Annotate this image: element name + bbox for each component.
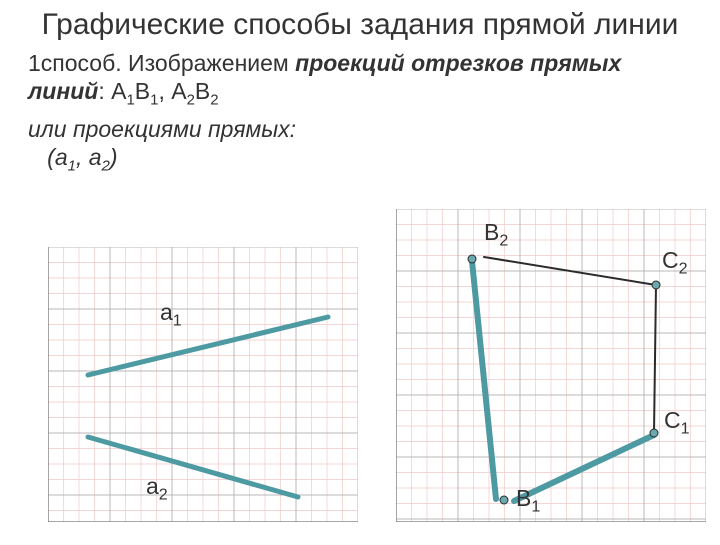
label-C1: С1	[664, 407, 690, 439]
plots-area: а1 а2 В2 С2 С1 В1	[16, 165, 704, 545]
sub-2b: 2	[210, 92, 218, 109]
or-text: или проекциями прямых:	[28, 116, 296, 142]
method-text-1: 1способ. Изображением	[28, 50, 295, 76]
label-C2: С2	[662, 247, 688, 279]
right-plot: В2 С2 С1 В1	[396, 209, 706, 522]
method-tail-1: : А	[98, 78, 126, 104]
method-tail-3: , А	[158, 78, 186, 104]
label-a1: а1	[160, 299, 182, 331]
label-B2: В2	[484, 219, 508, 251]
slide-title: Графические способы задания прямой линии	[16, 8, 704, 43]
label-B1: В1	[516, 485, 540, 517]
method-tail-2: В	[135, 78, 150, 104]
sub-1a: 1	[126, 92, 134, 109]
label-a2: а2	[146, 473, 168, 505]
method-line: 1способ. Изображением проекций отрезков …	[28, 49, 692, 111]
left-plot: а1 а2	[48, 247, 358, 522]
method-tail-4: В	[195, 78, 210, 104]
sub-2a: 2	[187, 92, 195, 109]
